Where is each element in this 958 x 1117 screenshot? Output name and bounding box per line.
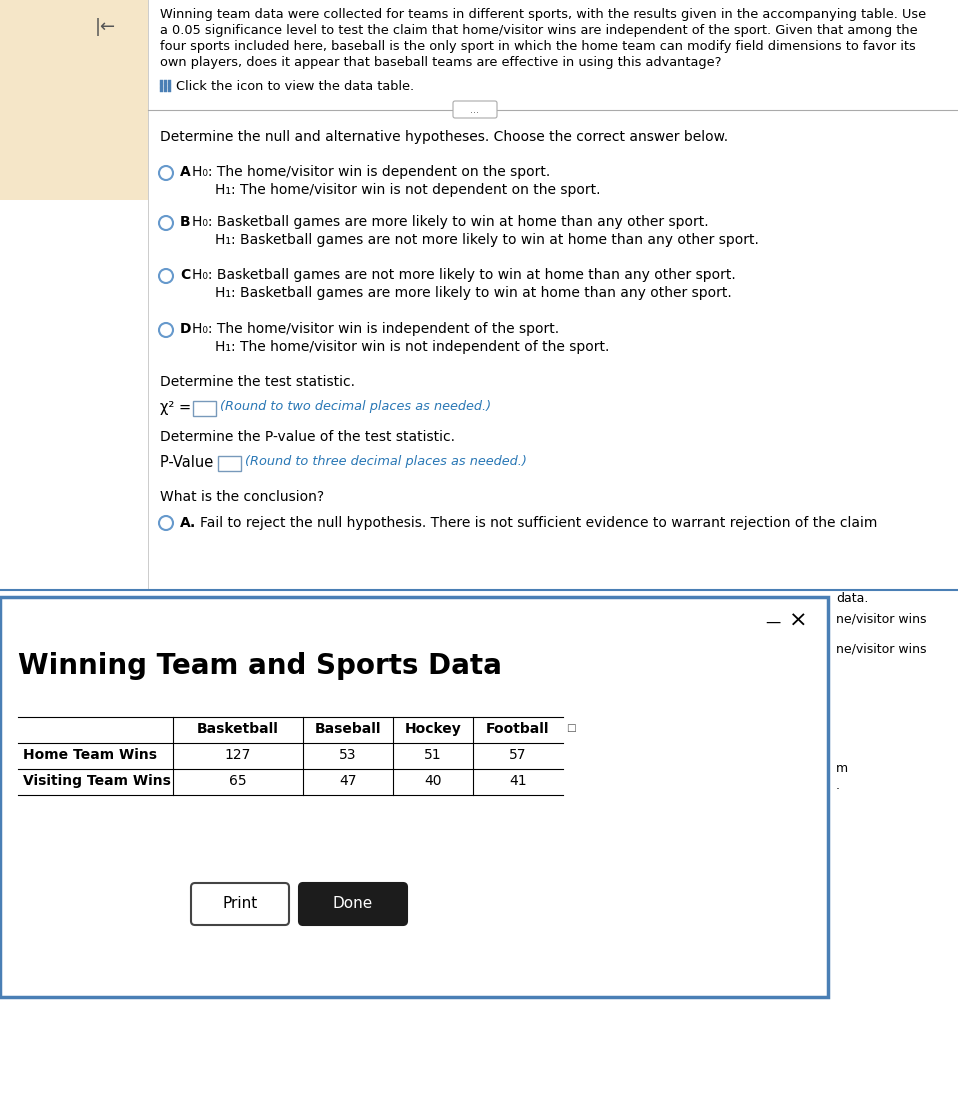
Text: data.: data. (836, 592, 868, 605)
FancyBboxPatch shape (160, 84, 164, 87)
Text: 65: 65 (229, 774, 247, 787)
Text: Winning Team and Sports Data: Winning Team and Sports Data (18, 652, 502, 680)
Text: Winning team data were collected for teams in different sports, with the results: Winning team data were collected for tea… (160, 8, 926, 21)
FancyBboxPatch shape (168, 88, 171, 92)
FancyBboxPatch shape (164, 88, 168, 92)
Text: Done: Done (332, 897, 373, 911)
FancyBboxPatch shape (168, 84, 171, 87)
FancyBboxPatch shape (160, 88, 164, 92)
Text: m: m (836, 762, 848, 775)
Text: .: . (836, 779, 840, 792)
FancyBboxPatch shape (191, 884, 289, 925)
Text: What is the conclusion?: What is the conclusion? (160, 490, 324, 504)
Text: A: A (180, 165, 191, 179)
Text: 47: 47 (339, 774, 356, 787)
Text: H₁: Basketball games are more likely to win at home than any other sport.: H₁: Basketball games are more likely to … (215, 286, 732, 300)
Text: ne/visitor wins: ne/visitor wins (836, 612, 926, 626)
Text: B: B (180, 214, 191, 229)
Text: χ² =: χ² = (160, 400, 192, 416)
Text: (Round to three decimal places as needed.): (Round to three decimal places as needed… (245, 455, 527, 468)
Text: 57: 57 (510, 748, 527, 762)
Text: 53: 53 (339, 748, 356, 762)
Text: ne/visitor wins: ne/visitor wins (836, 642, 926, 655)
Text: Click the icon to view the data table.: Click the icon to view the data table. (176, 80, 414, 93)
FancyBboxPatch shape (299, 884, 407, 925)
Text: □: □ (566, 723, 576, 733)
FancyBboxPatch shape (164, 84, 168, 87)
FancyBboxPatch shape (164, 80, 168, 84)
Text: Basketball: Basketball (197, 722, 279, 736)
Text: Determine the null and alternative hypotheses. Choose the correct answer below.: Determine the null and alternative hypot… (160, 130, 728, 144)
Text: Fail to reject the null hypothesis. There is not sufficient evidence to warrant : Fail to reject the null hypothesis. Ther… (200, 516, 878, 529)
Text: H₀: Basketball games are not more likely to win at home than any other sport.: H₀: Basketball games are not more likely… (192, 268, 736, 281)
FancyBboxPatch shape (168, 80, 171, 84)
Text: Print: Print (222, 897, 258, 911)
FancyBboxPatch shape (0, 596, 828, 997)
Text: H₁: The home/visitor win is not dependent on the sport.: H₁: The home/visitor win is not dependen… (215, 183, 601, 197)
Text: Hockey: Hockey (404, 722, 462, 736)
Text: own players, does it appear that baseball teams are effective in using this adva: own players, does it appear that basebal… (160, 56, 721, 69)
Text: |←: |← (95, 18, 116, 36)
Text: A.: A. (180, 516, 196, 529)
Text: four sports included here, baseball is the only sport in which the home team can: four sports included here, baseball is t… (160, 40, 916, 52)
Text: Determine the test statistic.: Determine the test statistic. (160, 375, 355, 389)
FancyBboxPatch shape (218, 456, 241, 471)
FancyBboxPatch shape (160, 80, 164, 84)
Text: H₀: The home/visitor win is independent of the sport.: H₀: The home/visitor win is independent … (192, 322, 559, 336)
FancyBboxPatch shape (193, 401, 216, 416)
Text: D: D (180, 322, 192, 336)
Text: Determine the P-value of the test statistic.: Determine the P-value of the test statis… (160, 430, 455, 443)
FancyBboxPatch shape (0, 0, 148, 200)
Text: ×: × (788, 611, 808, 631)
Text: 127: 127 (225, 748, 251, 762)
Text: Baseball: Baseball (315, 722, 381, 736)
Text: H₀: Basketball games are more likely to win at home than any other sport.: H₀: Basketball games are more likely to … (192, 214, 709, 229)
Text: H₁: The home/visitor win is not independent of the sport.: H₁: The home/visitor win is not independ… (215, 340, 609, 354)
Text: —: — (765, 615, 781, 630)
Text: Visiting Team Wins: Visiting Team Wins (23, 774, 171, 787)
Text: 40: 40 (424, 774, 442, 787)
Text: (Round to two decimal places as needed.): (Round to two decimal places as needed.) (220, 400, 491, 413)
FancyBboxPatch shape (453, 101, 497, 118)
Text: ...: ... (470, 105, 480, 115)
Text: C: C (180, 268, 191, 281)
Text: a 0.05 significance level to test the claim that home/visitor wins are independe: a 0.05 significance level to test the cl… (160, 23, 918, 37)
Text: P-Value =: P-Value = (160, 455, 230, 470)
Text: 51: 51 (424, 748, 442, 762)
Text: H₁: Basketball games are not more likely to win at home than any other sport.: H₁: Basketball games are not more likely… (215, 233, 759, 247)
Text: 41: 41 (510, 774, 527, 787)
Text: Football: Football (487, 722, 550, 736)
Text: Home Team Wins: Home Team Wins (23, 748, 157, 762)
Text: H₀: The home/visitor win is dependent on the sport.: H₀: The home/visitor win is dependent on… (192, 165, 550, 179)
